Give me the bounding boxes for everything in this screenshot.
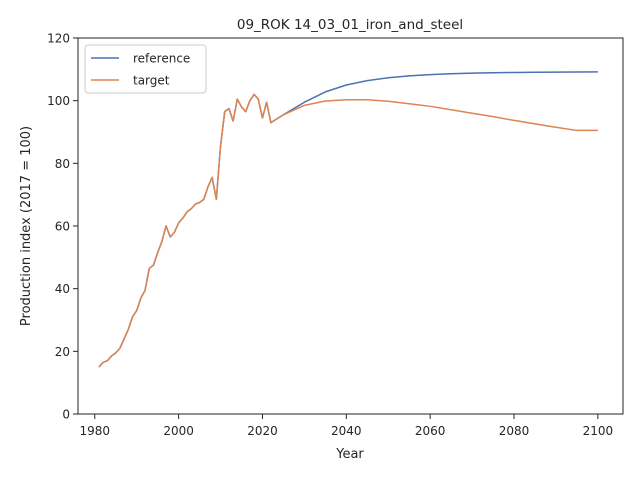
x-tick-label: 2020 <box>247 424 278 438</box>
y-axis: 0 20 40 60 80 100 120 <box>47 32 78 422</box>
y-tick-label: 20 <box>55 345 70 359</box>
y-tick-label: 80 <box>55 157 70 171</box>
x-tick-label: 2000 <box>163 424 194 438</box>
chart-title: 09_ROK 14_03_01_iron_and_steel <box>237 17 463 33</box>
x-axis: 1980 2000 2020 2040 2060 2080 2100 <box>79 414 613 438</box>
y-tick-label: 0 <box>62 408 70 422</box>
y-tick-label: 120 <box>47 32 70 46</box>
x-tick-label: 2080 <box>499 424 530 438</box>
x-tick-label: 2100 <box>583 424 614 438</box>
y-tick-label: 60 <box>55 220 70 234</box>
x-tick-label: 2040 <box>331 424 362 438</box>
y-tick-label: 40 <box>55 282 70 296</box>
y-tick-label: 100 <box>47 94 70 108</box>
legend: reference target <box>84 44 207 94</box>
plot-area <box>98 71 598 368</box>
axes-frame <box>77 37 624 415</box>
series-line-reference <box>98 71 598 368</box>
legend-label-reference: reference <box>133 52 190 66</box>
series-line-target <box>98 93 598 368</box>
x-tick-label: 1980 <box>79 424 110 438</box>
legend-box <box>84 44 207 94</box>
legend-label-target: target <box>133 74 170 88</box>
y-axis-label: Production index (2017 = 100) <box>19 126 34 326</box>
x-axis-label: Year <box>335 447 364 462</box>
x-tick-label: 2060 <box>415 424 446 438</box>
